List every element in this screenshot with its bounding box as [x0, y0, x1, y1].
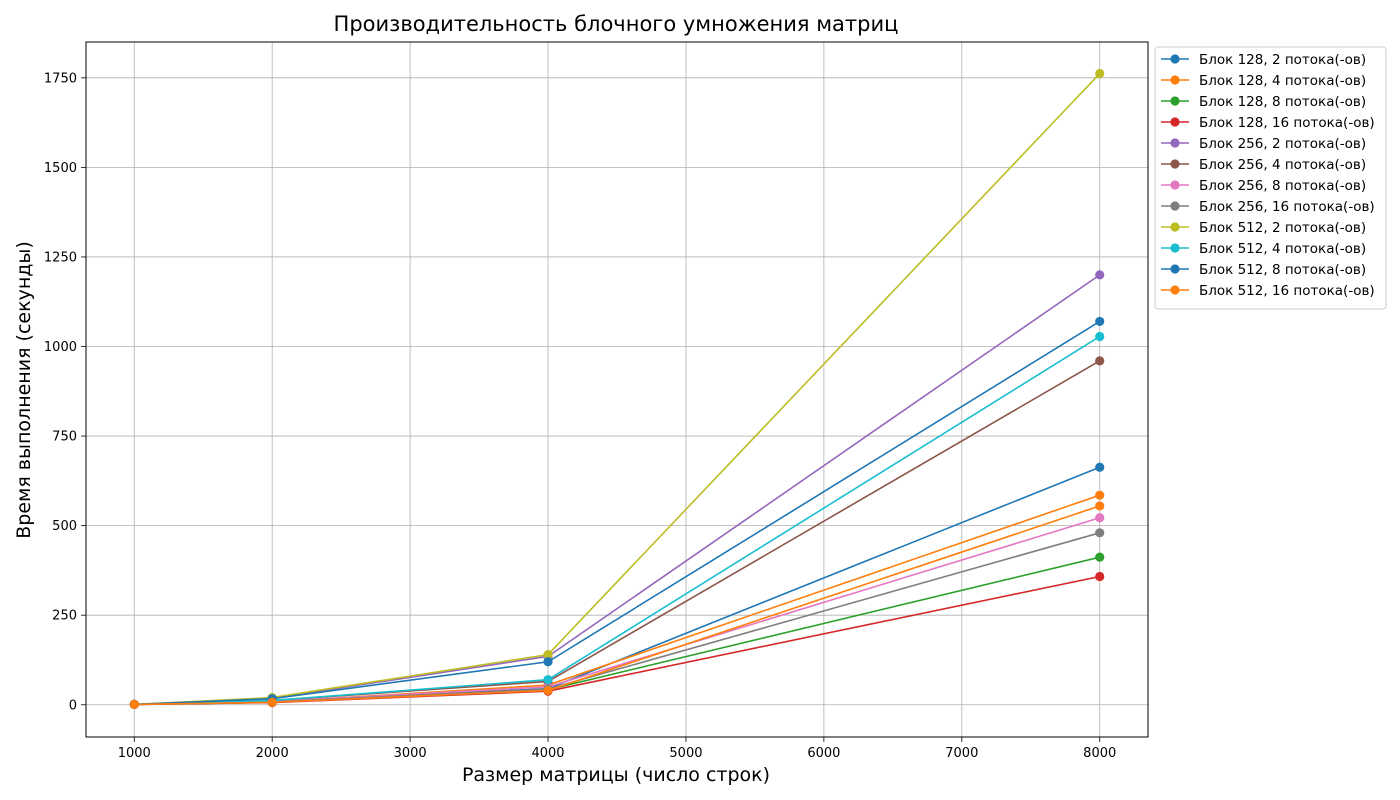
series-1 — [129, 462, 1105, 709]
data-point — [1095, 68, 1105, 79]
legend-label: Блок 512, 8 потока(-ов) — [1199, 262, 1366, 278]
legend-label: Блок 256, 2 потока(-ов) — [1199, 136, 1366, 152]
legend-label: Блок 512, 16 потока(-ов) — [1199, 283, 1375, 299]
x-tick-label: 8000 — [1083, 746, 1116, 761]
x-tick-label: 6000 — [807, 746, 840, 761]
y-tick-label: 1250 — [44, 250, 77, 265]
legend-marker — [1170, 159, 1180, 169]
data-point — [129, 699, 139, 709]
x-axis-ticks: 1000 2000 3000 4000 5000 6000 7000 8000 — [118, 737, 1116, 761]
legend-label: Блок 512, 2 потока(-ов) — [1199, 220, 1366, 236]
y-tick-label: 0 — [69, 698, 77, 713]
y-tick-label: 250 — [52, 609, 77, 624]
legend-item: Блок 512, 2 потока(-ов) — [1161, 220, 1366, 236]
data-point — [1095, 501, 1105, 511]
series-11 — [129, 316, 1105, 709]
data-point — [267, 697, 277, 707]
data-point — [1095, 528, 1105, 538]
legend-marker — [1170, 75, 1180, 85]
legend-marker — [1170, 285, 1180, 295]
series-3 — [129, 552, 1105, 709]
legend-item: Блок 128, 8 потока(-ов) — [1161, 94, 1366, 110]
legend-marker — [1170, 222, 1180, 232]
data-point — [1095, 270, 1105, 280]
series-lines — [129, 68, 1105, 709]
legend-item: Блок 512, 4 потока(-ов) — [1161, 241, 1366, 257]
legend-marker — [1170, 264, 1180, 274]
legend-item: Блок 128, 4 потока(-ов) — [1161, 73, 1366, 89]
legend-label: Блок 256, 4 потока(-ов) — [1199, 157, 1366, 173]
data-point — [543, 685, 553, 696]
x-tick-label: 1000 — [118, 746, 151, 761]
legend-label: Блок 256, 8 потока(-ов) — [1199, 178, 1366, 194]
legend-marker — [1170, 117, 1180, 127]
legend-item: Блок 256, 4 потока(-ов) — [1161, 157, 1366, 173]
legend-marker — [1170, 201, 1180, 211]
legend-item: Блок 512, 8 потока(-ов) — [1161, 262, 1366, 278]
legend-marker — [1170, 54, 1180, 64]
chart-title: Производительность блочного умножения ма… — [334, 12, 899, 36]
legend-label: Блок 128, 16 потока(-ов) — [1199, 115, 1375, 131]
y-tick-label: 1000 — [44, 340, 77, 355]
y-tick-label: 1500 — [44, 161, 77, 176]
data-point — [1095, 316, 1105, 327]
data-point — [543, 657, 553, 667]
x-tick-label: 5000 — [669, 746, 702, 761]
series-5 — [129, 270, 1105, 709]
x-tick-label: 3000 — [394, 746, 427, 761]
legend-item: Блок 256, 16 потока(-ов) — [1161, 199, 1375, 215]
legend-item: Блок 128, 16 потока(-ов) — [1161, 115, 1375, 131]
y-tick-label: 1750 — [44, 71, 77, 86]
x-axis-label: Размер матрицы (число строк) — [462, 764, 770, 786]
y-tick-label: 500 — [52, 519, 77, 534]
data-point — [1095, 356, 1105, 366]
data-point — [1095, 331, 1105, 342]
x-tick-label: 4000 — [531, 746, 564, 761]
legend-label: Блок 512, 4 потока(-ов) — [1199, 241, 1366, 257]
legend-box — [1154, 46, 1387, 310]
legend-label: Блок 128, 2 потока(-ов) — [1199, 52, 1366, 68]
legend-item: Блок 512, 16 потока(-ов) — [1161, 283, 1375, 299]
x-tick-label: 7000 — [945, 746, 978, 761]
series-line — [134, 575, 1100, 706]
series-line — [134, 360, 1101, 706]
plot-frame — [85, 41, 1149, 738]
legend-label: Блок 128, 8 потока(-ов) — [1199, 94, 1366, 110]
series-9 — [129, 68, 1105, 709]
legend-item: Блок 256, 8 потока(-ов) — [1161, 178, 1366, 194]
legend-item: Блок 256, 2 потока(-ов) — [1161, 136, 1366, 152]
legend-marker — [1170, 138, 1180, 148]
series-line — [134, 72, 1101, 706]
data-point — [1095, 490, 1105, 500]
legend-marker — [1170, 96, 1180, 106]
legend-marker — [1170, 243, 1180, 253]
series-line — [134, 320, 1101, 706]
series-7 — [129, 513, 1105, 709]
legend-label: Блок 256, 16 потока(-ов) — [1199, 199, 1375, 215]
series-line — [134, 505, 1100, 706]
data-point — [1095, 552, 1105, 562]
legend: Блок 128, 2 потока(-ов) Блок 128, 4 поток… — [1154, 46, 1387, 310]
series-10 — [129, 331, 1105, 709]
data-point — [1095, 571, 1105, 582]
y-axis-label: Время выполнения (секунды) — [13, 241, 35, 539]
data-point — [543, 650, 553, 660]
legend-label: Блок 128, 4 потока(-ов) — [1199, 73, 1366, 89]
y-axis-ticks: 0 250 500 750 1000 1250 1500 1750 — [44, 71, 86, 713]
series-line — [134, 274, 1101, 706]
x-tick-label: 2000 — [256, 746, 289, 761]
series-line — [134, 335, 1101, 706]
data-point — [543, 675, 553, 685]
data-point — [1095, 513, 1105, 523]
series-line — [134, 556, 1100, 706]
y-tick-label: 750 — [52, 430, 77, 445]
legend-item: Блок 128, 2 потока(-ов) — [1161, 52, 1366, 68]
legend-marker — [1170, 180, 1180, 190]
series-12 — [129, 501, 1105, 709]
data-point — [1095, 462, 1105, 472]
grid-lines — [86, 42, 1148, 737]
series-4 — [129, 571, 1105, 709]
